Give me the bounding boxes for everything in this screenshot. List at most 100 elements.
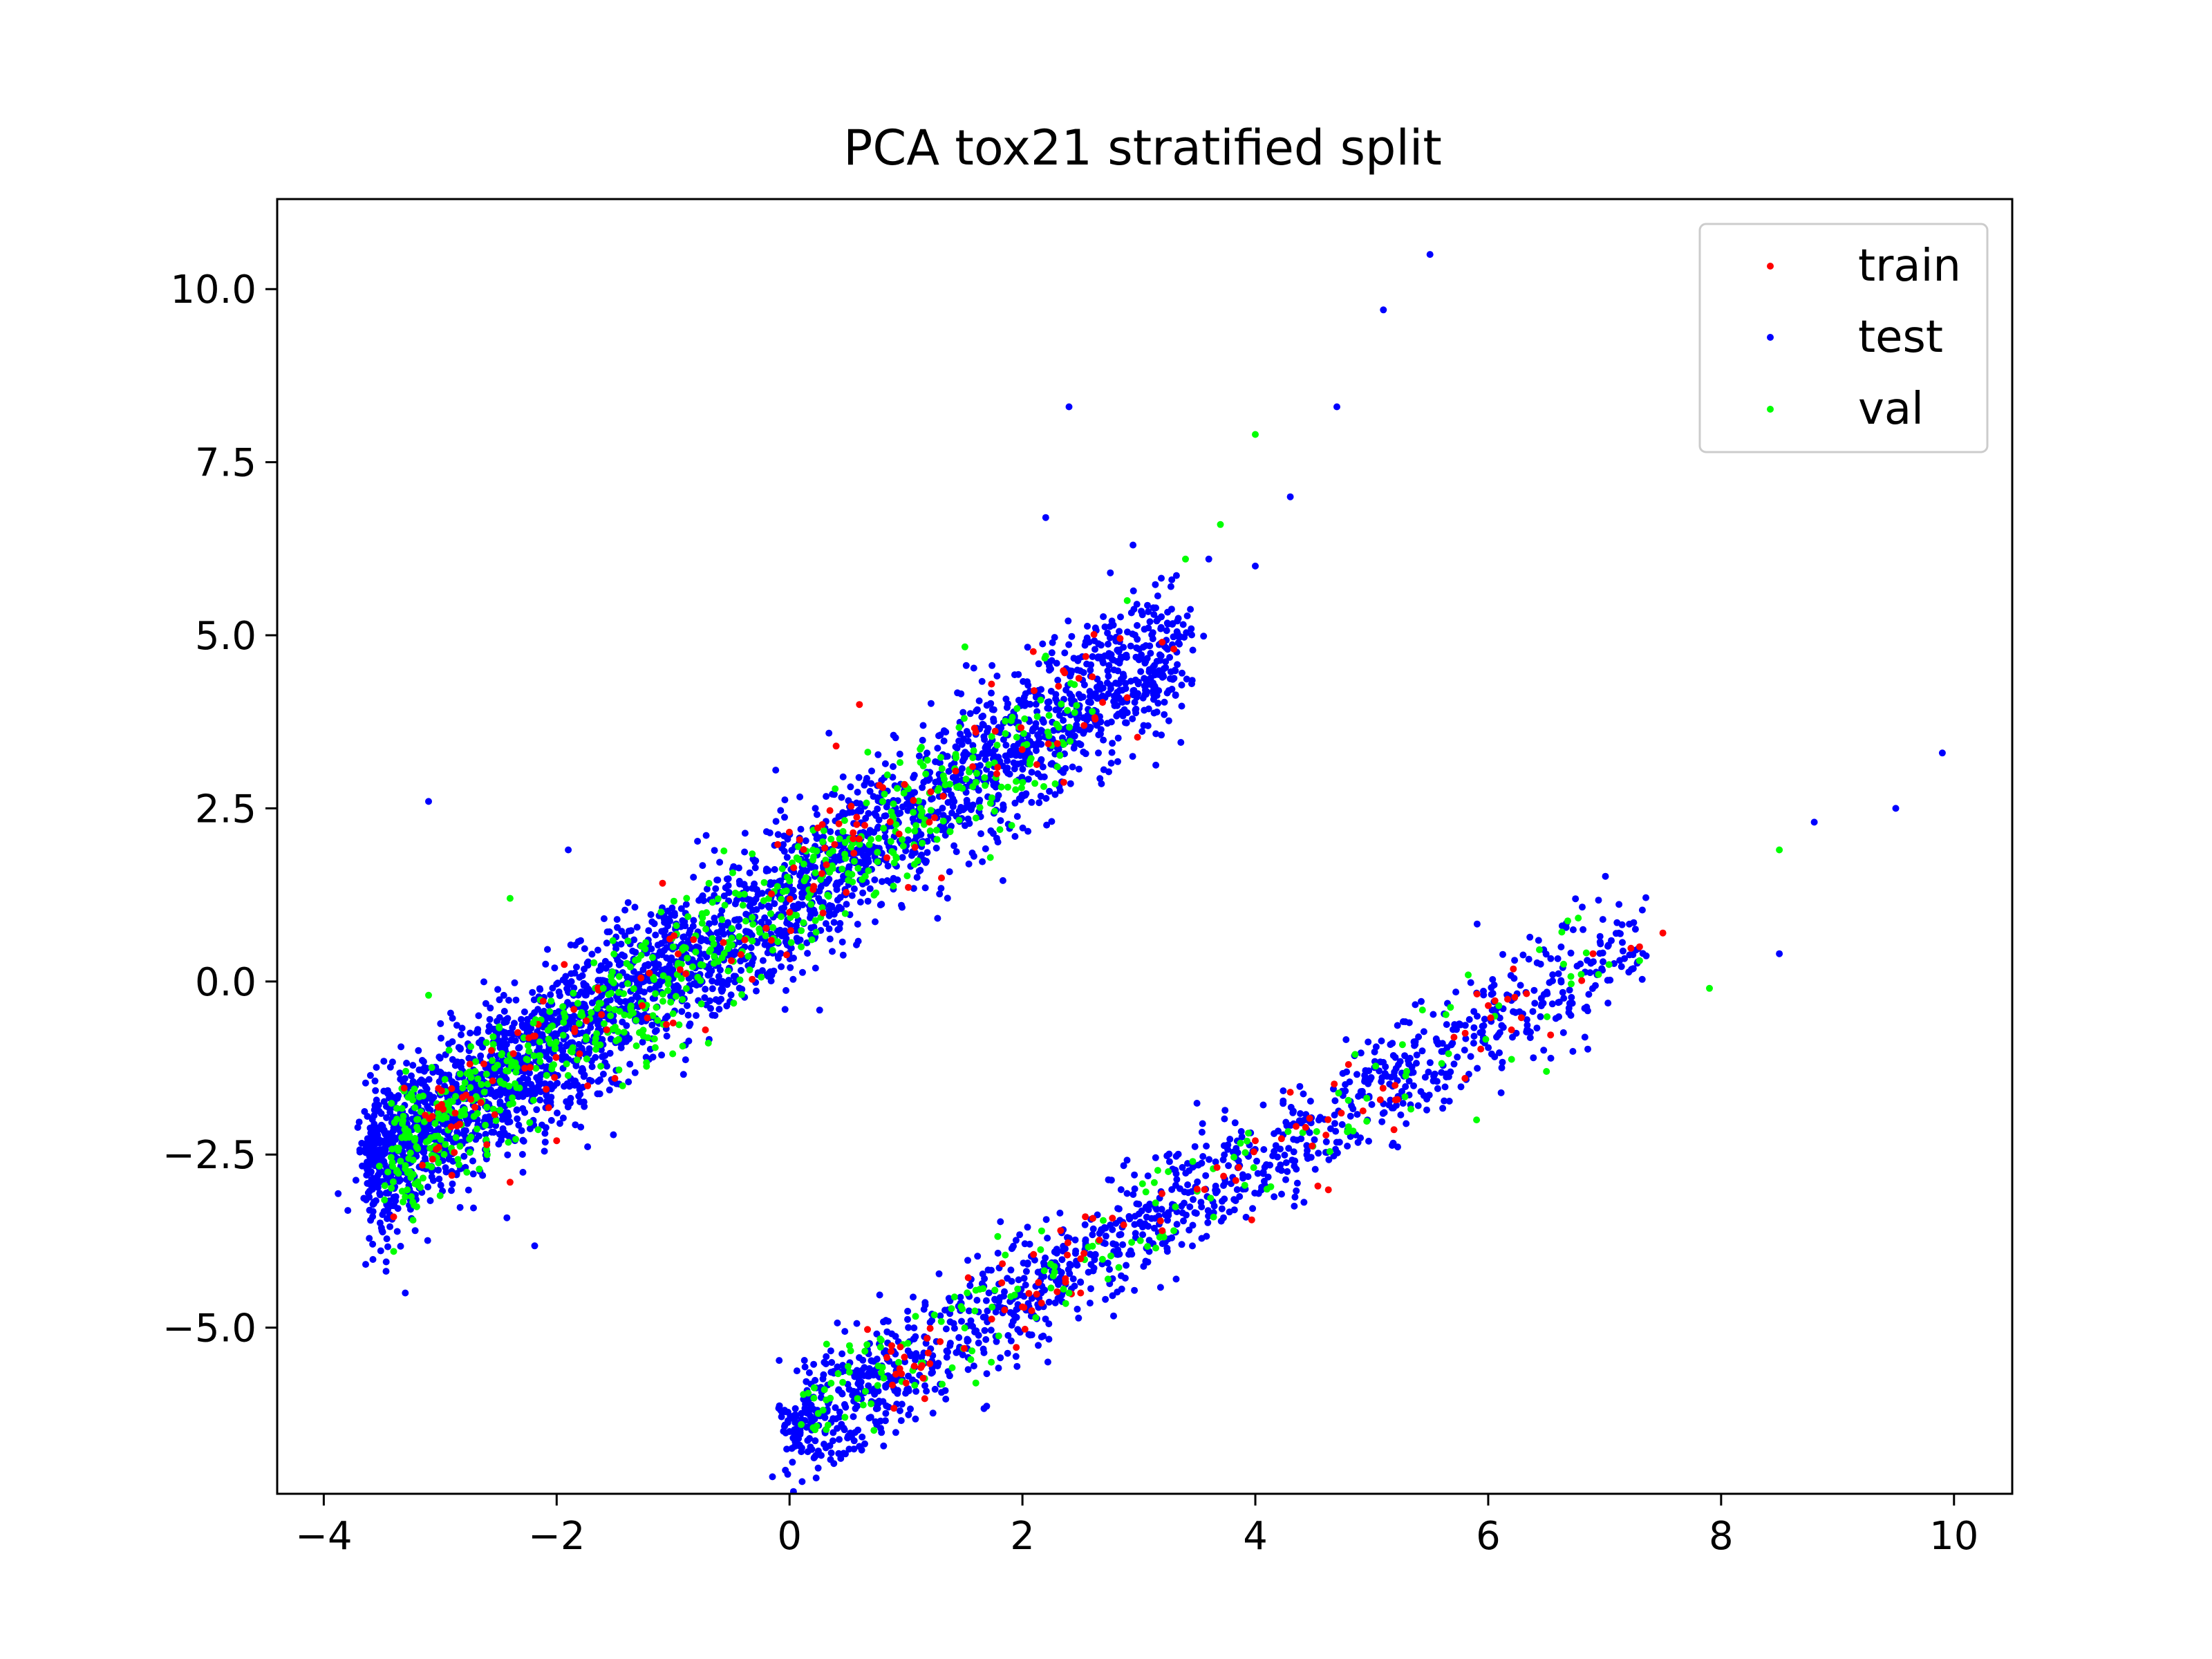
test-point [971, 1328, 979, 1335]
test-point [904, 807, 912, 814]
val-point [736, 976, 744, 984]
test-point [422, 1083, 429, 1091]
test-point [1293, 1136, 1301, 1144]
test-point [1338, 1121, 1346, 1128]
test-point [408, 1072, 415, 1080]
val-point [516, 1084, 523, 1091]
test-point [1101, 1240, 1109, 1247]
test-point [897, 1417, 905, 1425]
test-point [1141, 675, 1148, 682]
test-point [1110, 1312, 1117, 1320]
test-point [912, 1387, 920, 1395]
test-point [781, 814, 788, 821]
test-point [541, 1138, 549, 1146]
val-point [408, 1193, 415, 1201]
test-point [813, 811, 821, 818]
test-point [1218, 1205, 1226, 1212]
val-point [988, 733, 995, 740]
test-point [709, 977, 716, 985]
test-point [912, 833, 920, 841]
test-point [526, 1069, 533, 1077]
test-point [588, 999, 596, 1006]
test-point [789, 886, 797, 894]
test-point [1430, 1072, 1438, 1080]
test-point [1287, 1122, 1295, 1129]
test-point [1290, 1107, 1297, 1115]
test-point [923, 776, 930, 783]
test-point [1024, 1260, 1031, 1268]
test-point [1084, 622, 1091, 630]
test-point [730, 973, 738, 980]
test-point [1461, 1022, 1469, 1029]
test-point [720, 930, 728, 938]
val-point [654, 1017, 662, 1024]
test-point [1533, 959, 1541, 966]
test-point [1489, 976, 1497, 983]
test-point [905, 1324, 912, 1331]
test-point [1498, 1064, 1506, 1071]
test-point [1061, 1245, 1069, 1253]
test-point [921, 856, 928, 864]
test-point [523, 1090, 531, 1098]
test-point [366, 1071, 374, 1079]
test-point [882, 1409, 890, 1417]
test-point [1613, 919, 1621, 926]
test-point [487, 1004, 494, 1012]
test-point [762, 868, 770, 874]
test-point [1552, 1015, 1559, 1022]
test-point [571, 969, 579, 977]
test-point [355, 1118, 363, 1126]
test-point [977, 830, 984, 838]
test-point [533, 1085, 541, 1092]
test-point [395, 1177, 403, 1185]
val-point [890, 800, 897, 807]
test-point [1293, 1187, 1300, 1194]
test-point [781, 1006, 789, 1013]
test-point [1496, 1049, 1503, 1056]
test-point [892, 734, 899, 742]
val-point [489, 1057, 496, 1065]
test-point [836, 925, 843, 932]
val-point [582, 1033, 590, 1041]
test-point [599, 1070, 607, 1078]
test-point [1045, 1298, 1053, 1306]
test-point [953, 848, 960, 856]
test-point [936, 890, 944, 898]
val-point [856, 841, 863, 848]
val-point [413, 1203, 420, 1210]
test-point [504, 1015, 512, 1022]
test-point [1418, 997, 1425, 1005]
test-point [1165, 1158, 1173, 1165]
test-point [908, 852, 915, 859]
val-point [961, 643, 968, 650]
test-point [475, 1012, 482, 1020]
test-point [1106, 634, 1114, 641]
test-point [827, 828, 834, 836]
test-point [1091, 1250, 1099, 1258]
test-point [690, 917, 697, 924]
test-point [1137, 668, 1145, 675]
test-point [1342, 1036, 1350, 1043]
test-point [761, 914, 769, 921]
test-point [907, 1405, 914, 1413]
test-point [891, 1387, 899, 1394]
test-point [988, 689, 995, 697]
test-point [631, 1069, 639, 1076]
test-point [892, 1333, 899, 1340]
test-point [1405, 1077, 1413, 1085]
test-point [957, 1293, 964, 1301]
test-point [1333, 1149, 1341, 1156]
test-point [1040, 1332, 1047, 1340]
test-point [1116, 1231, 1123, 1239]
test-point [965, 860, 973, 868]
test-point [1045, 1320, 1053, 1328]
test-point [390, 1193, 397, 1201]
test-point [791, 1405, 799, 1412]
test-point [1131, 1185, 1138, 1192]
test-point [613, 916, 621, 924]
test-point [1120, 1162, 1127, 1170]
test-point [827, 1347, 834, 1355]
test-point [1473, 920, 1481, 928]
test-point [393, 1094, 401, 1102]
test-point [854, 921, 861, 928]
